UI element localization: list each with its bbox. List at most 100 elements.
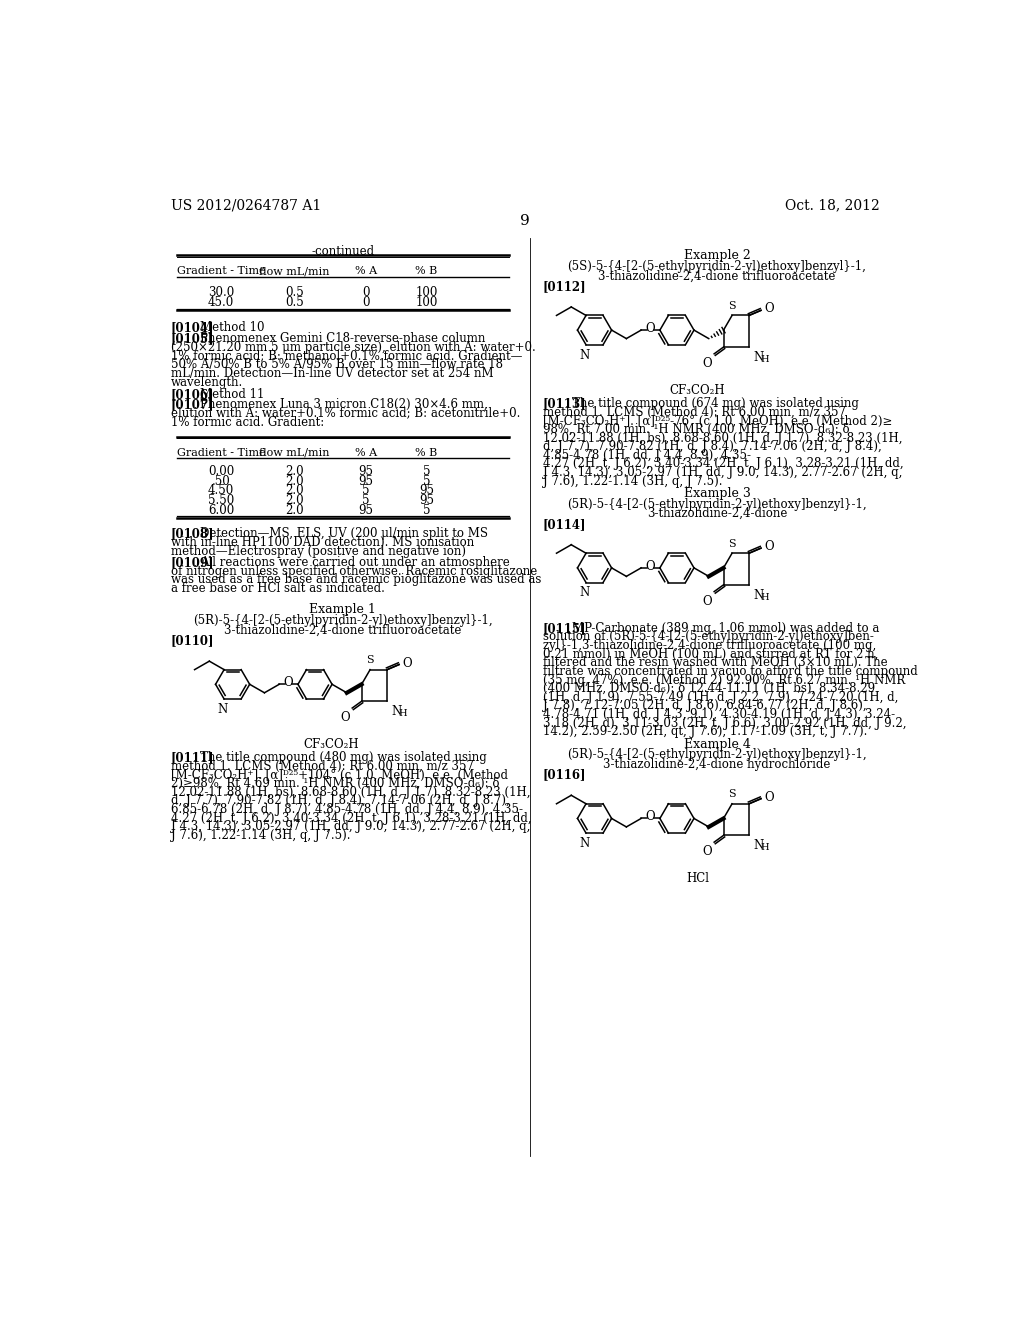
- Text: 95: 95: [358, 465, 374, 478]
- Text: 2.0: 2.0: [286, 484, 304, 498]
- Text: 5: 5: [362, 494, 370, 507]
- Text: 98%, Rt 7.00 min. ¹H NMR (400 MHz, DMSO-d₆): δ: 98%, Rt 7.00 min. ¹H NMR (400 MHz, DMSO-…: [543, 422, 849, 436]
- Text: Example 4: Example 4: [684, 738, 751, 751]
- Text: [0104]: [0104]: [171, 321, 214, 334]
- Text: Example 3: Example 3: [684, 487, 751, 500]
- Text: 5: 5: [423, 504, 430, 516]
- Text: H: H: [398, 709, 407, 718]
- Text: O: O: [340, 711, 350, 725]
- Text: (5S)-5-{4-[2-(5-ethylpyridin-2-yl)ethoxy]benzyl}-1,: (5S)-5-{4-[2-(5-ethylpyridin-2-yl)ethoxy…: [567, 260, 866, 273]
- Text: CF₃CO₂H: CF₃CO₂H: [670, 384, 725, 397]
- Text: zyl}-1,3-thiazolidine-2,4-dione trifluoroacetate (100 mg,: zyl}-1,3-thiazolidine-2,4-dione trifluor…: [543, 639, 876, 652]
- Text: [0111]: [0111]: [171, 751, 214, 764]
- Text: 0.00: 0.00: [208, 465, 234, 478]
- Text: (1H, d, J 1.9), 7.55-7.49 (1H, d, J 2.2, 7.9), 7.24-7.20 (1H, d,: (1H, d, J 1.9), 7.55-7.49 (1H, d, J 2.2,…: [543, 690, 898, 704]
- Text: 6.00: 6.00: [208, 504, 234, 516]
- Text: 0.5: 0.5: [286, 296, 304, 309]
- Text: O: O: [646, 560, 655, 573]
- Text: filtered and the resin washed with MeOH (3×10 mL). The: filtered and the resin washed with MeOH …: [543, 656, 887, 669]
- Text: % A: % A: [355, 267, 377, 276]
- Text: O: O: [764, 791, 774, 804]
- Text: 95: 95: [358, 504, 374, 516]
- Text: Gradient - Time: Gradient - Time: [177, 447, 265, 458]
- Text: (5R)-5-{4-[2-(5-ethylpyridin-2-yl)ethoxy]benzyl}-1,: (5R)-5-{4-[2-(5-ethylpyridin-2-yl)ethoxy…: [567, 498, 866, 511]
- Text: (5R)-5-{4-[2-(5-ethylpyridin-2-yl)ethoxy]benzyl}-1,: (5R)-5-{4-[2-(5-ethylpyridin-2-yl)ethoxy…: [193, 614, 493, 627]
- Text: mL/min. Detection—In-line UV detector set at 254 nM: mL/min. Detection—In-line UV detector se…: [171, 367, 494, 380]
- Text: J 7.8), 7.12-7.05 (2H, d, J 8.6), 6.84-6.77 (2H, d, J 8.6),: J 7.8), 7.12-7.05 (2H, d, J 8.6), 6.84-6…: [543, 700, 866, 713]
- Text: Method 11: Method 11: [200, 388, 264, 401]
- Text: All reactions were carried out under an atmosphere: All reactions were carried out under an …: [200, 556, 510, 569]
- Text: 2.0: 2.0: [286, 465, 304, 478]
- Text: % B: % B: [416, 447, 437, 458]
- Text: The title compound (480 mg) was isolated using: The title compound (480 mg) was isolated…: [200, 751, 486, 764]
- Text: 6.85-6.78 (2H, d, J 8.7), 4.85-4.78 (1H, dd, J 4.4, 8.9), 4.35-: 6.85-6.78 (2H, d, J 8.7), 4.85-4.78 (1H,…: [171, 803, 522, 816]
- Text: 5: 5: [423, 475, 430, 488]
- Text: (5R)-5-{4-[2-(5-ethylpyridin-2-yl)ethoxy]benzyl}-1,: (5R)-5-{4-[2-(5-ethylpyridin-2-yl)ethoxy…: [567, 748, 866, 762]
- Text: N: N: [391, 705, 401, 718]
- Text: S: S: [728, 789, 736, 799]
- Text: 9: 9: [520, 214, 529, 228]
- Text: The title compound (674 mg) was isolated using: The title compound (674 mg) was isolated…: [572, 397, 859, 411]
- Text: Phenomenex Luna 3 micron C18(2) 30×4.6 mm,: Phenomenex Luna 3 micron C18(2) 30×4.6 m…: [200, 397, 487, 411]
- Text: 95: 95: [358, 475, 374, 488]
- Text: 45.0: 45.0: [208, 296, 234, 309]
- Text: N: N: [753, 589, 763, 602]
- Text: 3-thiazolidine-2,4-dione: 3-thiazolidine-2,4-dione: [647, 507, 787, 520]
- Text: Example 1: Example 1: [309, 603, 376, 616]
- Text: 1% formic acid. Gradient:: 1% formic acid. Gradient:: [171, 416, 324, 429]
- Text: (250×21.20 mm 5 μm particle size), elution with A: water+0.: (250×21.20 mm 5 μm particle size), eluti…: [171, 341, 536, 354]
- Text: O: O: [764, 302, 774, 315]
- Text: 50% A/50% B to 5% A/95% B over 15 min—flow rate 18: 50% A/50% B to 5% A/95% B over 15 min—fl…: [171, 358, 503, 371]
- Text: 30.0: 30.0: [208, 286, 234, 300]
- Text: 0: 0: [362, 286, 370, 300]
- Text: Phenomenex Gemini C18-reverse-phase column: Phenomenex Gemini C18-reverse-phase colu…: [200, 331, 485, 345]
- Text: O: O: [402, 656, 412, 669]
- Text: 5.50: 5.50: [208, 494, 234, 507]
- Text: [0112]: [0112]: [543, 280, 587, 293]
- Text: O: O: [702, 356, 712, 370]
- Text: [0116]: [0116]: [543, 768, 586, 781]
- Text: [0110]: [0110]: [171, 635, 214, 647]
- Text: N: N: [580, 586, 590, 599]
- Text: J 4.3, 14.3), 3.05-2.97 (1H, dd, J 9.0, 14.3), 2.77-2.67 (2H, q,: J 4.3, 14.3), 3.05-2.97 (1H, dd, J 9.0, …: [543, 466, 902, 479]
- Text: solution of (5R)-5-{4-[2-(5-ethylpyridin-2-yl)ethoxy]ben-: solution of (5R)-5-{4-[2-(5-ethylpyridin…: [543, 631, 873, 643]
- Text: [0114]: [0114]: [543, 517, 586, 531]
- Text: J 4.3, 14.3), 3.05-2.97 (1H, dd, J 9.0, 14.3), 2.77-2.67 (2H, q,: J 4.3, 14.3), 3.05-2.97 (1H, dd, J 9.0, …: [171, 820, 530, 833]
- Text: 0.5: 0.5: [286, 286, 304, 300]
- Text: S: S: [728, 539, 736, 549]
- Text: .50: .50: [212, 475, 230, 488]
- Text: 3-thiazolidine-2,4-dione trifluoroacetate: 3-thiazolidine-2,4-dione trifluoroacetat…: [224, 623, 462, 636]
- Text: O: O: [646, 810, 655, 824]
- Text: O: O: [702, 845, 712, 858]
- Text: Oct. 18, 2012: Oct. 18, 2012: [785, 198, 880, 213]
- Text: Example 2: Example 2: [684, 249, 751, 263]
- Text: -continued: -continued: [311, 244, 374, 257]
- Text: J 7.6), 1.22-1.14 (3H, q, J 7.5).: J 7.6), 1.22-1.14 (3H, q, J 7.5).: [171, 829, 350, 842]
- Text: of nitrogen unless specified otherwise. Racemic rosiglitazone: of nitrogen unless specified otherwise. …: [171, 565, 537, 578]
- Text: N: N: [753, 351, 763, 364]
- Text: 100: 100: [415, 286, 437, 300]
- Text: [0109]: [0109]: [171, 556, 214, 569]
- Text: 1% formic acid; B: methanol+0.1% formic acid. Gradient—: 1% formic acid; B: methanol+0.1% formic …: [171, 350, 522, 363]
- Text: 4.85-4.78 (1H, dd, J 4.4, 8.9), 4.35-: 4.85-4.78 (1H, dd, J 4.4, 8.9), 4.35-: [543, 449, 751, 462]
- Text: CF₃CO₂H: CF₃CO₂H: [303, 738, 358, 751]
- Text: a free base or HCl salt as indicated.: a free base or HCl salt as indicated.: [171, 582, 384, 595]
- Text: 95: 95: [419, 484, 434, 498]
- Text: 3.18 (2H, d), 3.11-3.03 (2H, t, J 6.6), 3.00-2.92 (1H, dd, J 9.2,: 3.18 (2H, d), 3.11-3.03 (2H, t, J 6.6), …: [543, 717, 906, 730]
- Text: [0115]: [0115]: [543, 622, 586, 635]
- Text: Detection—MS, ELS, UV (200 μl/min split to MS: Detection—MS, ELS, UV (200 μl/min split …: [200, 527, 488, 540]
- Text: [0105]: [0105]: [171, 331, 214, 345]
- Text: [0107]: [0107]: [171, 397, 214, 411]
- Text: 5: 5: [423, 465, 430, 478]
- Text: 4.27 (2H, t, J 6.2), 3.40-3.34 (2H, t, J 6.1), 3.28-3.21 (1H, dd,: 4.27 (2H, t, J 6.2), 3.40-3.34 (2H, t, J…: [543, 458, 903, 470]
- Text: 0.21 mmol) in MeOH (100 mL) and stirred at RT for 2 h,: 0.21 mmol) in MeOH (100 mL) and stirred …: [543, 648, 878, 660]
- Text: J 7.6), 1.22-1.14 (3H, q, J 7.5).: J 7.6), 1.22-1.14 (3H, q, J 7.5).: [543, 475, 722, 487]
- Text: O: O: [284, 676, 294, 689]
- Text: 4.27 (2H, t, J 6.2), 3.40-3.34 (2H, t, J 6.1), 3.28-3.21 (1H, dd,: 4.27 (2H, t, J 6.2), 3.40-3.34 (2H, t, J…: [171, 812, 531, 825]
- Text: S: S: [728, 301, 736, 310]
- Text: 2.0: 2.0: [286, 475, 304, 488]
- Text: H: H: [760, 843, 769, 853]
- Text: 14.2), 2.59-2.50 (2H, qt, J 7.6), 1.17-1.09 (3H, t, J 7.7).: 14.2), 2.59-2.50 (2H, qt, J 7.6), 1.17-1…: [543, 725, 867, 738]
- Text: d, J 7.7), 7.90-7.82 (1H, d, J 8.4), 7.14-7.06 (2H, d, J 8.4),: d, J 7.7), 7.90-7.82 (1H, d, J 8.4), 7.1…: [543, 441, 882, 453]
- Text: d, J 7.7), 7.90-7.82 (1H, d, J 8.4), 7.14-7.06 (2H, d, J 8.7),: d, J 7.7), 7.90-7.82 (1H, d, J 8.4), 7.1…: [171, 795, 509, 808]
